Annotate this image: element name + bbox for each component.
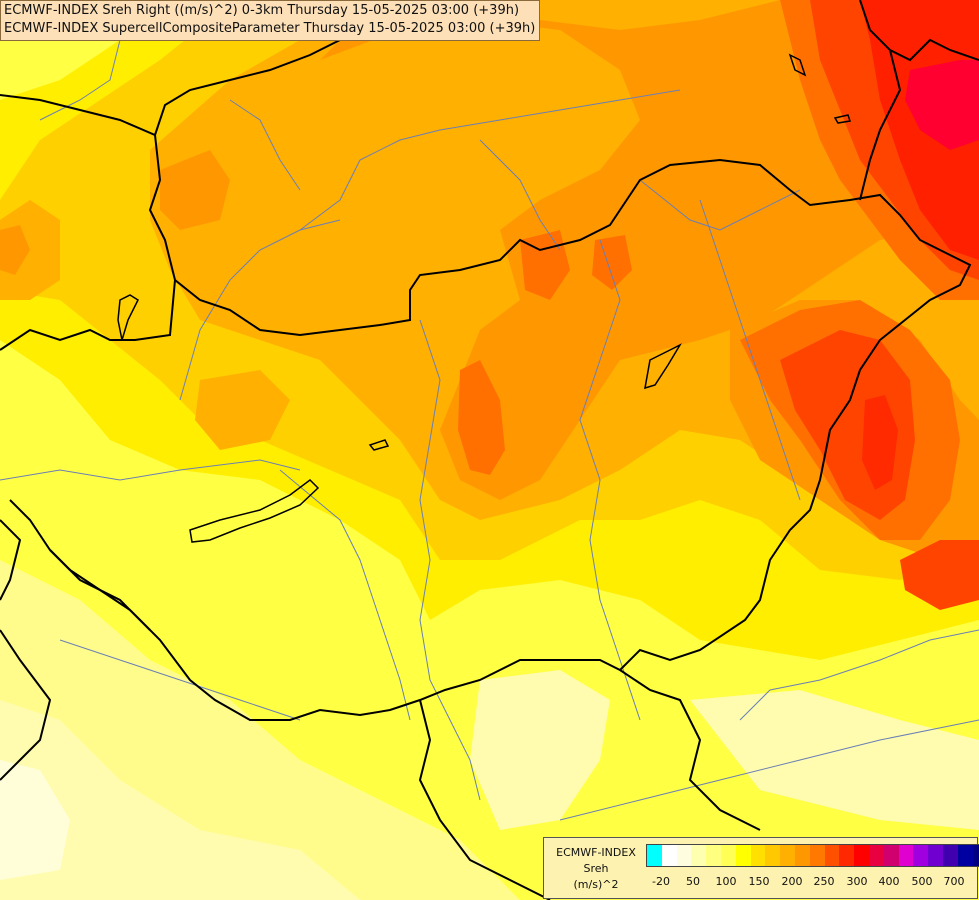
legend-line-2: Sreh bbox=[583, 862, 609, 875]
legend-swatch bbox=[735, 845, 751, 866]
map-title-box: ECMWF-INDEX Sreh Right ((m/s)^2) 0-3km T… bbox=[0, 0, 541, 41]
legend-swatch bbox=[913, 845, 929, 866]
field-crimson bbox=[905, 60, 979, 150]
legend-swatch bbox=[972, 845, 979, 866]
title-line-2: ECMWF-INDEX SupercellCompositeParameter … bbox=[4, 21, 536, 36]
lake-balaton bbox=[189, 479, 320, 543]
field-orange-red-5 bbox=[592, 235, 632, 290]
field-orange-mid bbox=[195, 370, 290, 450]
legend-swatch bbox=[661, 845, 677, 866]
legend-swatch bbox=[942, 845, 958, 866]
legend-tick-label: -20 bbox=[652, 875, 670, 888]
legend-swatch bbox=[928, 845, 943, 866]
legend-swatch bbox=[765, 845, 781, 866]
legend-swatch bbox=[868, 845, 884, 866]
field-orange-red-4 bbox=[520, 230, 570, 300]
legend-swatch bbox=[780, 845, 795, 866]
lake-small-3 bbox=[788, 53, 807, 77]
title-line-1: ECMWF-INDEX Sreh Right ((m/s)^2) 0-3km T… bbox=[4, 3, 520, 18]
field-red-south bbox=[900, 540, 979, 610]
legend-swatch bbox=[898, 845, 914, 866]
legend-swatch bbox=[957, 845, 973, 866]
legend-tick-label: 500 bbox=[911, 875, 933, 888]
legend-tick-label: 700 bbox=[943, 875, 965, 888]
rivers bbox=[0, 39, 979, 821]
field-orange-red-3 bbox=[458, 360, 505, 475]
legend-line-3: (m/s)^2 bbox=[573, 878, 619, 891]
lake-small-5 bbox=[833, 114, 851, 124]
legend-tick-label: 300 bbox=[846, 875, 868, 888]
field-pale-yellow-5 bbox=[690, 690, 979, 830]
legend-swatches bbox=[646, 844, 979, 867]
legend-tick-label: 400 bbox=[878, 875, 900, 888]
legend-swatch bbox=[647, 845, 662, 866]
legend-swatch bbox=[676, 845, 692, 866]
lake-small-1 bbox=[368, 439, 390, 451]
legend-line-1: ECMWF-INDEX bbox=[556, 846, 636, 859]
legend-swatch bbox=[691, 845, 707, 866]
field-pale-yellow-3 bbox=[0, 760, 70, 880]
legend-swatch bbox=[824, 845, 840, 866]
legend-swatch bbox=[720, 845, 736, 866]
legend-swatch bbox=[883, 845, 899, 866]
field-pale-yellow-4 bbox=[470, 670, 610, 830]
legend-ticks: -20 50 100 150 200 250 300 400 500 700 bbox=[646, 875, 976, 889]
legend-tick-label: 150 bbox=[748, 875, 770, 888]
field-deep-orange-4 bbox=[0, 225, 30, 275]
legend-swatch bbox=[794, 845, 810, 866]
legend-tick-label: 250 bbox=[813, 875, 835, 888]
legend-label: ECMWF-INDEX Sreh (m/s)^2 bbox=[548, 845, 644, 893]
legend-swatch bbox=[809, 845, 825, 866]
legend-swatch bbox=[706, 845, 721, 866]
legend-swatch bbox=[854, 845, 869, 866]
legend-tick-label: 50 bbox=[686, 875, 700, 888]
legend-tick-label: 200 bbox=[781, 875, 803, 888]
lake-small-2 bbox=[644, 343, 682, 390]
field-deep-orange-3 bbox=[160, 150, 230, 230]
color-legend: ECMWF-INDEX Sreh (m/s)^2 -20 50 100 150 200 2… bbox=[543, 837, 979, 899]
legend-tick-label: 100 bbox=[715, 875, 737, 888]
lake-small-4 bbox=[117, 294, 139, 341]
field-pale-yellow-2 bbox=[0, 700, 360, 900]
legend-swatch bbox=[839, 845, 855, 866]
legend-swatch bbox=[750, 845, 766, 866]
field-red-4 bbox=[862, 395, 898, 490]
